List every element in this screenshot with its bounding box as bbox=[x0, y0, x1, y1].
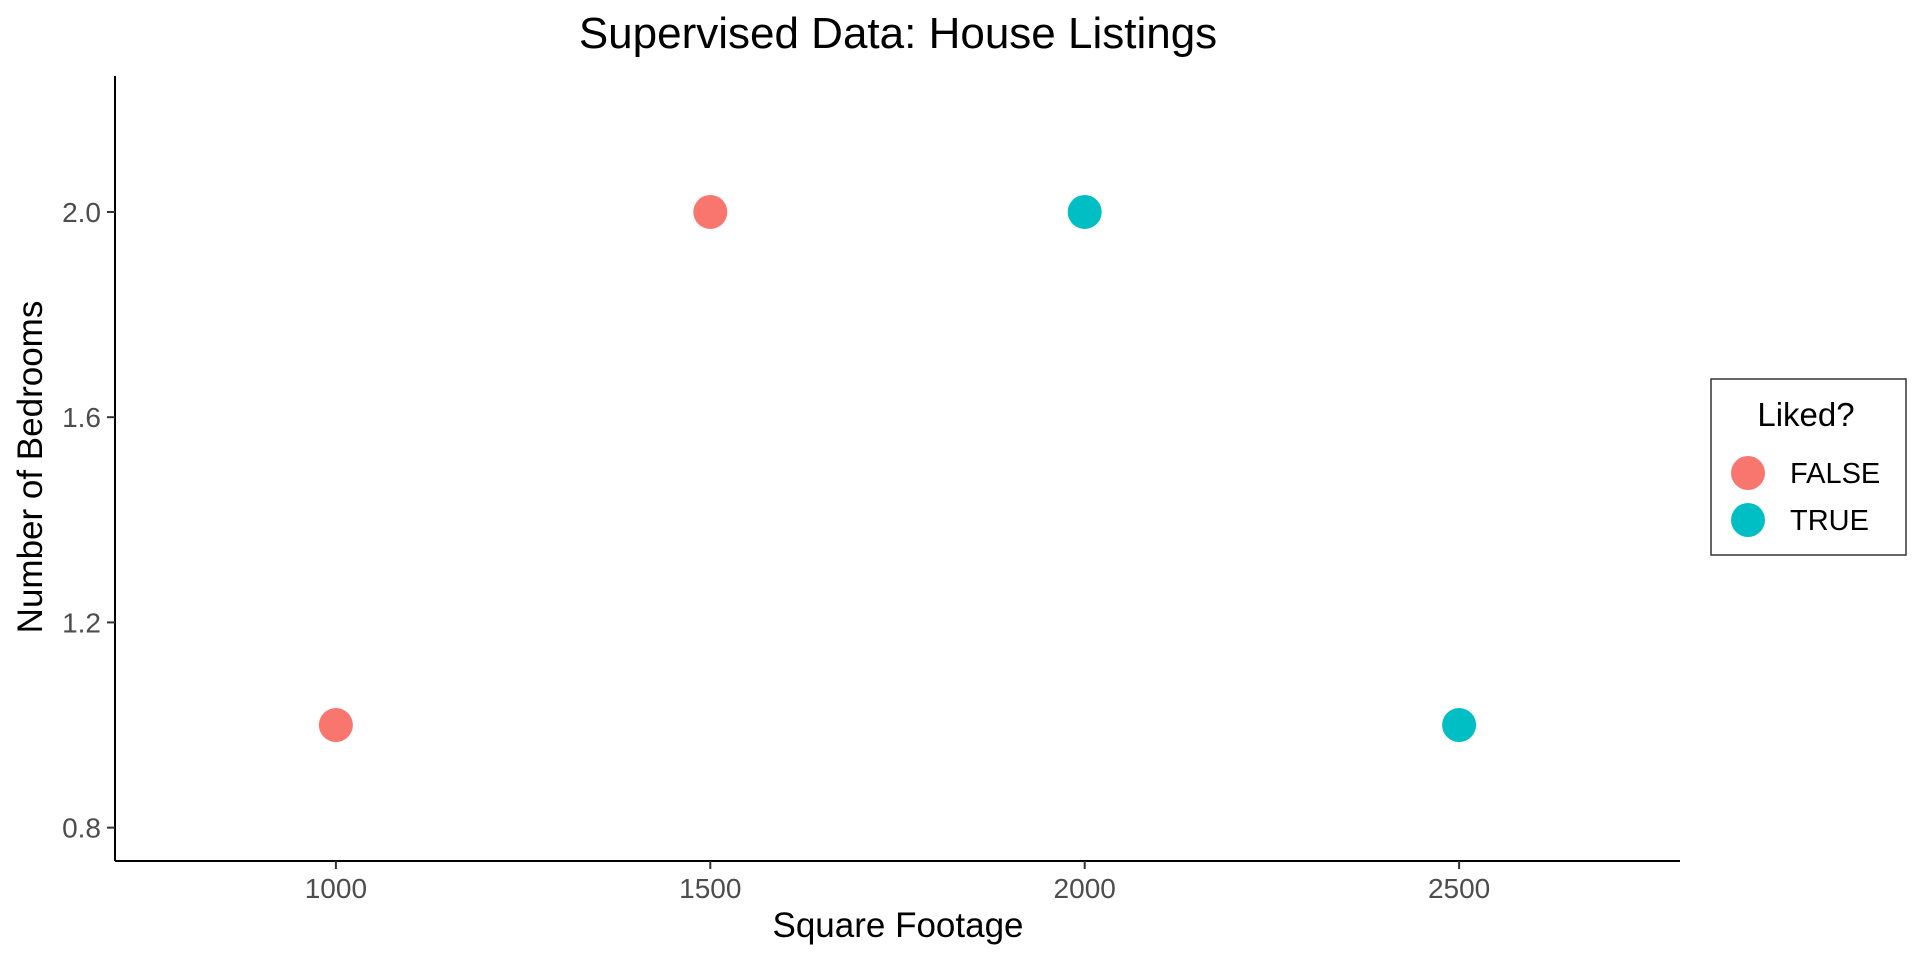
x-tick-label: 1000 bbox=[305, 873, 367, 904]
data-point-true bbox=[1442, 708, 1477, 743]
y-tick-label: 1.2 bbox=[62, 607, 101, 638]
x-axis-title: Square Footage bbox=[772, 906, 1023, 945]
data-point-false bbox=[318, 708, 353, 743]
plot-area bbox=[318, 194, 1477, 743]
legend-key-false bbox=[1731, 456, 1765, 490]
x-tick-label: 2500 bbox=[1428, 873, 1490, 904]
y-tick-label: 0.8 bbox=[62, 813, 101, 844]
x-tick-label: 1500 bbox=[679, 873, 741, 904]
legend-label-true: TRUE bbox=[1790, 505, 1869, 537]
y-tick-label: 1.6 bbox=[62, 402, 101, 433]
legend: Liked? FALSE TRUE bbox=[1710, 378, 1907, 556]
legend-entries: FALSE TRUE bbox=[1731, 456, 1880, 537]
y-axis-title: Number of Bedrooms bbox=[11, 301, 50, 634]
y-tick-label: 2.0 bbox=[62, 197, 101, 228]
data-point-false bbox=[693, 194, 728, 229]
legend-title: Liked? bbox=[1757, 396, 1854, 433]
legend-label-false: FALSE bbox=[1790, 458, 1880, 490]
y-axis-ticks: 0.8 1.2 1.6 2.0 bbox=[62, 197, 115, 844]
x-axis-ticks: 1000 1500 2000 2500 bbox=[305, 861, 1490, 904]
legend-key-true bbox=[1731, 503, 1765, 537]
x-tick-label: 2000 bbox=[1054, 873, 1116, 904]
chart-title: Supervised Data: House Listings bbox=[579, 9, 1217, 58]
data-point-true bbox=[1067, 194, 1102, 229]
